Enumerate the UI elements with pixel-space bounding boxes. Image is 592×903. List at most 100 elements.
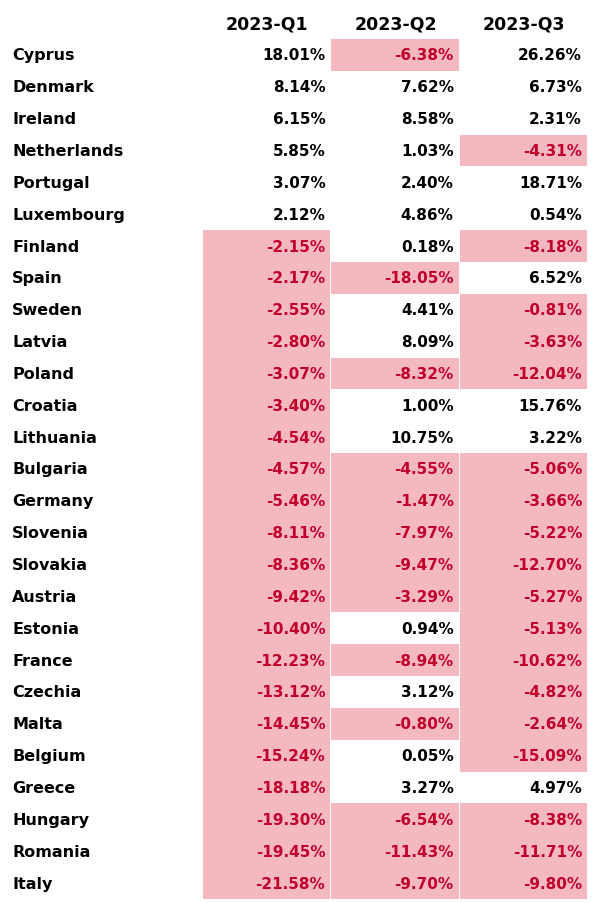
Text: 8.09%: 8.09% — [401, 335, 453, 349]
Text: Slovakia: Slovakia — [12, 557, 88, 573]
Text: 2.12%: 2.12% — [272, 208, 326, 222]
Text: 3.27%: 3.27% — [401, 780, 453, 796]
Bar — [459, 199, 587, 231]
Text: -6.38%: -6.38% — [394, 49, 453, 63]
Text: -3.66%: -3.66% — [523, 494, 582, 508]
Text: 0.05%: 0.05% — [401, 749, 453, 763]
Text: -21.58%: -21.58% — [256, 876, 326, 890]
Text: -13.12%: -13.12% — [256, 684, 326, 700]
Text: Luxembourg: Luxembourg — [12, 208, 125, 222]
Text: Denmark: Denmark — [12, 80, 94, 95]
Text: Bulgaria: Bulgaria — [12, 462, 88, 477]
Bar — [332, 549, 459, 581]
Text: Germany: Germany — [12, 494, 94, 508]
Text: 18.71%: 18.71% — [519, 176, 582, 191]
Text: 7.62%: 7.62% — [401, 80, 453, 95]
Text: 3.22%: 3.22% — [529, 430, 582, 445]
Text: -11.43%: -11.43% — [384, 843, 453, 859]
Bar — [332, 422, 459, 453]
Bar — [459, 40, 587, 71]
Bar — [332, 486, 459, 517]
Text: -11.71%: -11.71% — [513, 843, 582, 859]
Bar — [203, 549, 330, 581]
Text: France: France — [12, 653, 73, 668]
Bar — [332, 231, 459, 263]
Text: 0.94%: 0.94% — [401, 621, 453, 636]
Text: Italy: Italy — [12, 876, 52, 890]
Text: 8.14%: 8.14% — [273, 80, 326, 95]
Text: Croatia: Croatia — [12, 398, 78, 414]
Text: -18.18%: -18.18% — [256, 780, 326, 796]
Bar — [203, 740, 330, 772]
Text: -4.55%: -4.55% — [394, 462, 453, 477]
Bar — [203, 71, 330, 104]
Text: -8.94%: -8.94% — [394, 653, 453, 668]
Text: -8.11%: -8.11% — [266, 526, 326, 541]
Text: -9.42%: -9.42% — [266, 590, 326, 604]
Text: -9.47%: -9.47% — [394, 557, 453, 573]
Bar — [203, 581, 330, 612]
Bar — [332, 104, 459, 135]
Text: -3.40%: -3.40% — [266, 398, 326, 414]
Bar — [459, 453, 587, 486]
Bar — [203, 358, 330, 390]
Text: -9.80%: -9.80% — [523, 876, 582, 890]
Bar — [459, 549, 587, 581]
Text: -12.23%: -12.23% — [256, 653, 326, 668]
Text: -4.31%: -4.31% — [523, 144, 582, 159]
Text: -2.55%: -2.55% — [266, 303, 326, 318]
Text: Belgium: Belgium — [12, 749, 86, 763]
Bar — [203, 517, 330, 549]
Text: -19.45%: -19.45% — [256, 843, 326, 859]
Text: 2.40%: 2.40% — [401, 176, 453, 191]
Bar — [459, 486, 587, 517]
Bar — [459, 708, 587, 740]
Text: 18.01%: 18.01% — [262, 49, 326, 63]
Text: Finland: Finland — [12, 239, 79, 255]
Bar — [332, 390, 459, 422]
Bar — [332, 135, 459, 167]
Text: 26.26%: 26.26% — [518, 49, 582, 63]
Bar — [332, 867, 459, 899]
Bar — [203, 676, 330, 708]
Text: -15.09%: -15.09% — [512, 749, 582, 763]
Bar — [203, 708, 330, 740]
Text: -2.15%: -2.15% — [266, 239, 326, 255]
Text: 6.52%: 6.52% — [529, 271, 582, 286]
Text: -12.04%: -12.04% — [512, 367, 582, 382]
Bar — [203, 199, 330, 231]
Text: -3.07%: -3.07% — [266, 367, 326, 382]
Bar — [459, 294, 587, 326]
Text: -5.06%: -5.06% — [523, 462, 582, 477]
Bar — [203, 135, 330, 167]
Bar — [332, 40, 459, 71]
Text: -10.62%: -10.62% — [512, 653, 582, 668]
Bar — [203, 231, 330, 263]
Text: 0.54%: 0.54% — [529, 208, 582, 222]
Bar — [459, 326, 587, 358]
Bar — [459, 867, 587, 899]
Text: Portugal: Portugal — [12, 176, 89, 191]
Bar — [332, 835, 459, 867]
Bar — [332, 326, 459, 358]
Text: 2023-Q3: 2023-Q3 — [482, 15, 565, 33]
Text: Spain: Spain — [12, 271, 63, 286]
Bar — [203, 40, 330, 71]
Text: -6.54%: -6.54% — [394, 812, 453, 827]
Text: 4.97%: 4.97% — [529, 780, 582, 796]
Text: -5.22%: -5.22% — [523, 526, 582, 541]
Text: Cyprus: Cyprus — [12, 49, 75, 63]
Text: -4.82%: -4.82% — [523, 684, 582, 700]
Bar — [459, 167, 587, 199]
Text: 1.03%: 1.03% — [401, 144, 453, 159]
Bar — [332, 167, 459, 199]
Bar — [203, 104, 330, 135]
Text: -3.63%: -3.63% — [523, 335, 582, 349]
Bar — [459, 772, 587, 804]
Text: 2.31%: 2.31% — [529, 112, 582, 127]
Text: -9.70%: -9.70% — [394, 876, 453, 890]
Text: -2.64%: -2.64% — [523, 716, 582, 731]
Bar — [332, 772, 459, 804]
Bar — [332, 71, 459, 104]
Text: Lithuania: Lithuania — [12, 430, 97, 445]
